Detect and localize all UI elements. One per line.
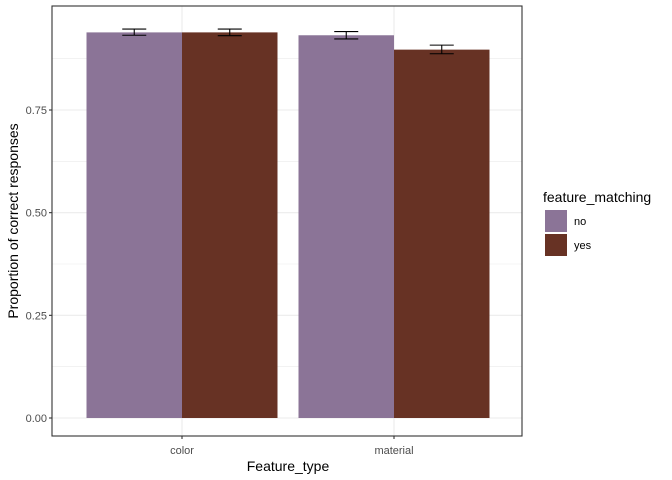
y-tick-label: 0.50 [26,208,47,220]
x-axis-title: Feature_type [247,458,330,474]
panel-border [51,5,523,437]
error-bars [122,28,454,55]
legend-label-yes: yes [574,240,592,252]
legend: feature_matching no yes [543,189,651,256]
bar-yes-material [394,49,490,419]
panel-frame [51,5,523,437]
legend-key-no [545,210,567,232]
bar-yes-color [182,32,278,418]
x-tick-label: color [170,445,194,457]
bars [86,32,490,419]
y-tick-label: 0.25 [26,310,47,322]
y-tick-label: 0.00 [26,413,47,425]
x-axis: color material [170,436,414,457]
legend-label-no: no [574,216,586,228]
x-tick-label: material [374,445,413,457]
legend-key-yes [545,234,567,256]
y-tick-label: 0.75 [26,105,47,117]
bar-no-material [298,35,394,418]
bar-no-color [86,32,182,418]
y-axis-title: Proportion of correct responses [5,123,21,318]
y-axis: 0.00 0.25 0.50 0.75 [26,105,52,425]
legend-title: feature_matching [543,189,651,205]
